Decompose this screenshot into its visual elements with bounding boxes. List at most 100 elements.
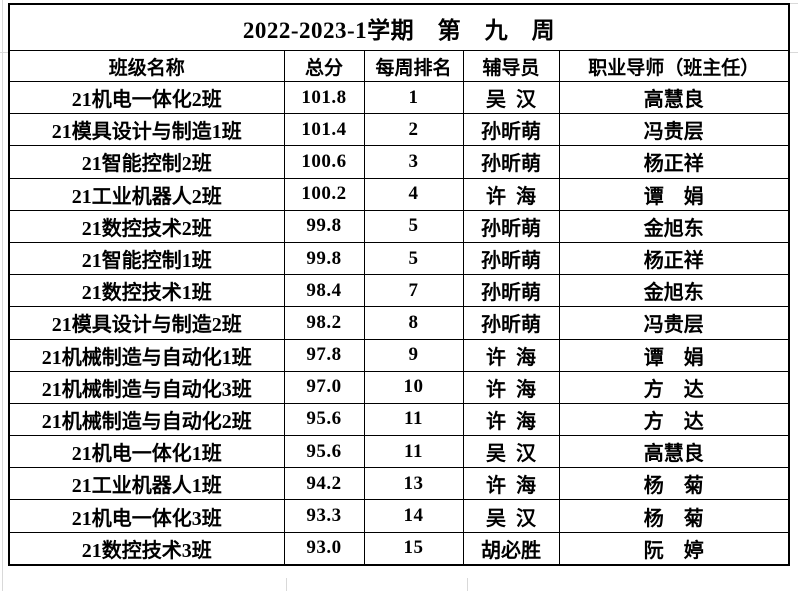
- cell-mentor: 高慧良: [558, 80, 790, 115]
- cell-mentor: 方 达: [558, 402, 790, 437]
- sheet-gridline: [789, 52, 798, 53]
- table-title-row: 2022-2023-1学期 第 九 周: [8, 3, 790, 51]
- cell-class-name: 21数控技术2班: [8, 209, 285, 243]
- cell-rank: 11: [363, 435, 464, 469]
- cell-score: 97.8: [283, 338, 365, 372]
- cell-score: 100.2: [283, 177, 365, 211]
- cell-counselor: 吴 汉: [462, 499, 560, 533]
- column-header-class-name: 班级名称: [8, 50, 285, 82]
- cell-score: 101.4: [283, 113, 365, 147]
- column-header-counselor: 辅导员: [462, 50, 560, 82]
- table-row: 21机械制造与自动化1班 97.8 9 许 海谭 娟: [8, 338, 790, 372]
- cell-rank: 14: [363, 499, 464, 533]
- cell-rank: 10: [363, 370, 464, 404]
- cell-class-name: 21机电一体化2班: [8, 80, 285, 115]
- cell-rank: 4: [363, 177, 464, 211]
- sheet-gridline: [0, 52, 8, 53]
- cell-score: 100.6: [283, 145, 365, 179]
- cell-mentor: 方 达: [558, 370, 790, 404]
- cell-counselor: 吴 汉: [462, 435, 560, 469]
- cell-rank: 7: [363, 274, 464, 308]
- table-row: 21模具设计与制造1班 101.4 2 孙昕萌 冯贵层: [8, 113, 790, 147]
- cell-rank: 3: [363, 145, 464, 179]
- cell-class-name: 21智能控制2班: [8, 145, 285, 179]
- cell-class-name: 21模具设计与制造1班: [8, 113, 285, 147]
- column-header-weekly-rank: 每周排名: [363, 50, 464, 82]
- cell-counselor: 孙昕萌: [462, 145, 560, 179]
- cell-score: 101.8: [283, 80, 365, 115]
- cell-class-name: 21机械制造与自动化1班: [8, 338, 285, 372]
- cell-mentor: 谭 娟: [558, 338, 790, 372]
- cell-counselor: 孙昕萌: [462, 113, 560, 147]
- cell-counselor: 许 海: [462, 370, 560, 404]
- cell-counselor: 孙昕萌: [462, 241, 560, 276]
- table-row: 21工业机器人2班 100.2 4 许 海谭 娟: [8, 177, 790, 211]
- column-header-total-score: 总分: [283, 50, 365, 82]
- cell-counselor: 许 海: [462, 177, 560, 211]
- cell-class-name: 21数控技术3班: [8, 531, 285, 566]
- cell-score: 97.0: [283, 370, 365, 404]
- table-row: 21数控技术3班 93.0 15 胡必胜阮 婷: [8, 531, 790, 566]
- cell-class-name: 21智能控制1班: [8, 241, 285, 276]
- cell-rank: 9: [363, 338, 464, 372]
- cell-rank: 1: [363, 80, 464, 115]
- table-row: 21模具设计与制造2班 98.2 8 孙昕萌 冯贵层: [8, 306, 790, 340]
- cell-counselor: 吴 汉: [462, 80, 560, 115]
- cell-mentor: 高慧良: [558, 435, 790, 469]
- cell-class-name: 21机电一体化3班: [8, 499, 285, 533]
- cell-rank: 2: [363, 113, 464, 147]
- cell-class-name: 21机械制造与自动化3班: [8, 370, 285, 404]
- table-row: 21机电一体化2班 101.8 1 吴 汉高慧良: [8, 80, 790, 115]
- cell-score: 99.8: [283, 209, 365, 243]
- cell-counselor: 胡必胜: [462, 531, 560, 566]
- cell-mentor: 冯贵层: [558, 113, 790, 147]
- table-header-row: 班级名称 总分 每周排名 辅导员 职业导师（班主任）: [8, 50, 790, 82]
- cell-rank: 5: [363, 241, 464, 276]
- table-row: 21智能控制2班 100.6 3 孙昕萌 杨正祥: [8, 145, 790, 179]
- cell-score: 93.3: [283, 499, 365, 533]
- table-row: 21数控技术2班 99.8 5 孙昕萌 金旭东: [8, 209, 790, 243]
- cell-counselor: 孙昕萌: [462, 209, 560, 243]
- cell-mentor: 金旭东: [558, 209, 790, 243]
- cell-score: 93.0: [283, 531, 365, 566]
- table-row: 21机电一体化1班 95.6 11 吴 汉高慧良: [8, 435, 790, 469]
- cell-counselor: 孙昕萌: [462, 274, 560, 308]
- cell-score: 95.6: [283, 435, 365, 469]
- cell-mentor: 冯贵层: [558, 306, 790, 340]
- cell-mentor: 金旭东: [558, 274, 790, 308]
- cell-mentor: 杨正祥: [558, 145, 790, 179]
- sheet-gridline: [467, 578, 468, 591]
- table-row: 21机械制造与自动化3班 97.0 10 许 海方 达: [8, 370, 790, 404]
- cell-counselor: 许 海: [462, 402, 560, 437]
- cell-score: 95.6: [283, 402, 365, 437]
- cell-score: 98.2: [283, 306, 365, 340]
- table-row: 21智能控制1班 99.8 5 孙昕萌 杨正祥: [8, 241, 790, 276]
- sheet-gridline: [789, 3, 798, 4]
- weekly-ranking-table: 2022-2023-1学期 第 九 周 班级名称 总分 每周排名 辅导员 职业导…: [8, 3, 791, 566]
- cell-class-name: 21机电一体化1班: [8, 435, 285, 469]
- cell-rank: 11: [363, 402, 464, 437]
- table-title: 2022-2023-1学期 第 九 周: [8, 3, 790, 51]
- table-row: 21机械制造与自动化2班 95.6 11 许 海方 达: [8, 402, 790, 437]
- cell-counselor: 许 海: [462, 338, 560, 372]
- table-row: 21工业机器人1班 94.2 13 许 海杨 菊: [8, 467, 790, 501]
- column-header-career-mentor: 职业导师（班主任）: [558, 50, 790, 82]
- cell-mentor: 杨 菊: [558, 499, 790, 533]
- sheet-gridline: [2, 0, 3, 591]
- table-row: 21数控技术1班 98.4 7 孙昕萌 金旭东: [8, 274, 790, 308]
- cell-class-name: 21模具设计与制造2班: [8, 306, 285, 340]
- cell-class-name: 21数控技术1班: [8, 274, 285, 308]
- cell-mentor: 谭 娟: [558, 177, 790, 211]
- sheet-gridline: [286, 578, 287, 591]
- cell-rank: 15: [363, 531, 464, 566]
- cell-mentor: 杨 菊: [558, 467, 790, 501]
- table-row: 21机电一体化3班 93.3 14 吴 汉杨 菊: [8, 499, 790, 533]
- cell-mentor: 阮 婷: [558, 531, 790, 566]
- cell-rank: 13: [363, 467, 464, 501]
- table-body: 21机电一体化2班 101.8 1 吴 汉高慧良 21模具设计与制造1班 101.4 2 孙昕…: [8, 80, 790, 566]
- cell-class-name: 21机械制造与自动化2班: [8, 402, 285, 437]
- cell-score: 94.2: [283, 467, 365, 501]
- cell-class-name: 21工业机器人1班: [8, 467, 285, 501]
- cell-rank: 8: [363, 306, 464, 340]
